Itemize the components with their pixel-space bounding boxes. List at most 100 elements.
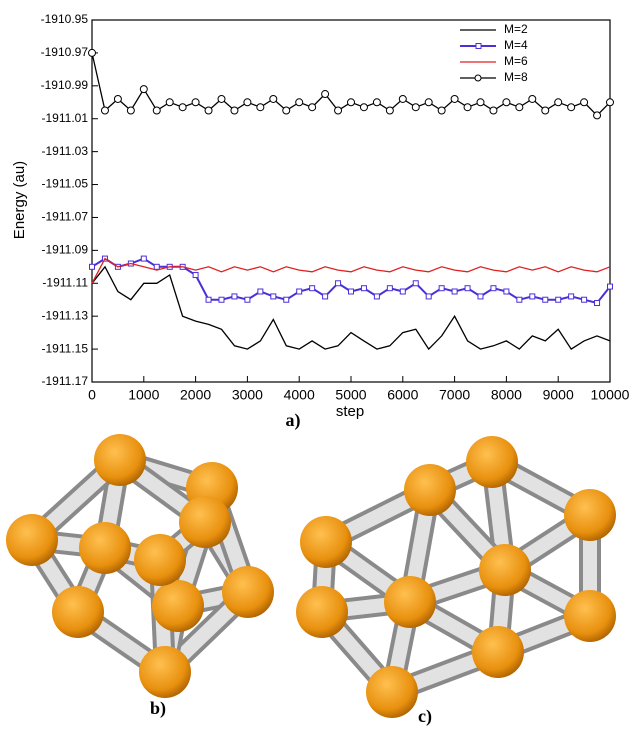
x-tick-label: 7000 — [439, 387, 470, 403]
atom — [139, 646, 191, 698]
point — [607, 283, 613, 290]
atom — [152, 580, 204, 632]
point — [463, 103, 472, 112]
point — [282, 106, 291, 115]
point — [283, 296, 290, 303]
y-tick-label: -1910.95 — [41, 12, 89, 26]
plot-frame — [91, 19, 611, 383]
point — [581, 296, 588, 303]
point — [567, 103, 576, 112]
point — [398, 94, 407, 103]
point — [464, 285, 471, 292]
panel-label: a) — [286, 410, 301, 431]
point — [270, 293, 277, 300]
point — [334, 106, 343, 115]
panel-label: c) — [418, 706, 432, 727]
point — [606, 98, 614, 107]
point — [335, 280, 342, 287]
y-tick-label: -1911.17 — [42, 374, 89, 388]
y-tick-label: -1911.11 — [42, 275, 88, 289]
clusters — [6, 434, 616, 718]
point — [230, 106, 239, 115]
point — [217, 94, 226, 103]
atom — [300, 516, 352, 568]
point — [451, 288, 458, 295]
point — [192, 272, 199, 279]
y-tick-label: -1911.05 — [42, 177, 89, 191]
point — [257, 288, 264, 295]
point — [515, 103, 524, 112]
point — [516, 296, 523, 303]
point — [424, 98, 433, 107]
atom — [404, 464, 456, 516]
point — [256, 103, 265, 112]
point — [360, 285, 367, 292]
point — [308, 103, 317, 112]
x-tick-label: 8000 — [491, 387, 522, 403]
point — [528, 94, 537, 103]
point — [296, 288, 303, 295]
atom — [466, 436, 518, 488]
point — [399, 288, 406, 295]
point — [386, 285, 393, 292]
panel-label: b) — [150, 698, 166, 719]
atom — [6, 514, 58, 566]
point — [165, 98, 174, 107]
point — [503, 288, 510, 295]
y-tick-label: -1910.99 — [41, 78, 89, 92]
y-tick-label: -1911.01 — [42, 111, 89, 125]
atom — [366, 666, 418, 718]
atom — [384, 576, 436, 628]
y-tick-label: -1911.15 — [42, 341, 89, 355]
point — [450, 94, 459, 103]
point — [490, 285, 497, 292]
point — [489, 106, 498, 115]
x-tick-label: 2000 — [180, 387, 211, 403]
point — [243, 98, 252, 107]
point — [153, 263, 160, 270]
point — [140, 255, 147, 262]
point — [178, 103, 187, 112]
point — [477, 293, 484, 300]
x-tick-label: 4000 — [284, 387, 315, 403]
point — [113, 94, 122, 103]
point — [269, 94, 278, 103]
point — [554, 98, 563, 107]
atom — [472, 626, 524, 678]
point — [139, 85, 148, 94]
point — [568, 293, 575, 300]
point — [322, 293, 329, 300]
legend-label: M=8 — [504, 70, 528, 84]
point — [309, 285, 316, 292]
point — [126, 106, 135, 115]
point — [542, 296, 549, 303]
point — [411, 103, 420, 112]
legend-label: M=6 — [504, 54, 528, 68]
x-tick-label: 0 — [88, 387, 96, 403]
point — [295, 98, 304, 107]
atom — [564, 590, 616, 642]
point — [580, 98, 589, 107]
point — [412, 280, 419, 287]
point — [359, 103, 368, 112]
point — [89, 263, 95, 270]
x-axis-label: step — [336, 403, 364, 420]
y-tick-label: -1910.97 — [41, 45, 89, 59]
point — [385, 106, 394, 115]
point — [541, 106, 550, 115]
x-tick-label: 5000 — [335, 387, 366, 403]
point — [204, 106, 213, 115]
x-tick-label: 10000 — [591, 387, 629, 403]
point — [100, 106, 109, 115]
atom — [222, 566, 274, 618]
legend-marker — [475, 43, 482, 49]
point — [594, 300, 601, 307]
atom — [52, 586, 104, 638]
atom — [479, 544, 531, 596]
legend-label: M=4 — [504, 38, 528, 52]
y-tick-label: -1911.09 — [42, 243, 89, 257]
point — [373, 293, 380, 300]
series-line — [91, 265, 611, 351]
point — [205, 296, 212, 303]
y-tick-label: -1911.13 — [42, 308, 89, 322]
